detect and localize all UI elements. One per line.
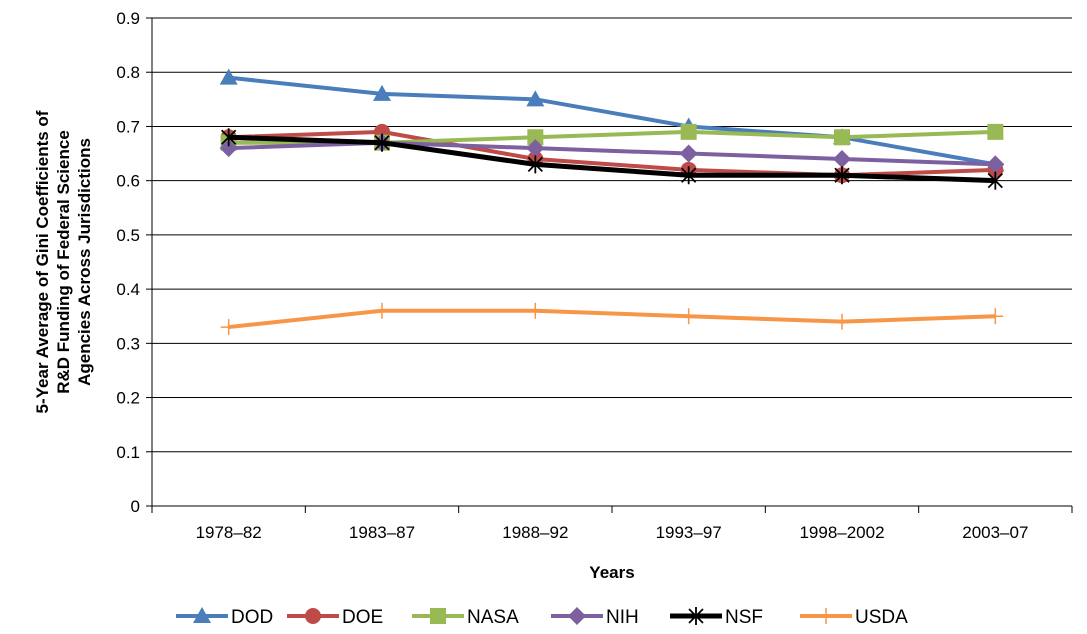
series-line xyxy=(228,134,996,184)
data-point xyxy=(221,128,237,147)
data-point xyxy=(527,155,543,174)
data-point xyxy=(679,144,698,163)
y-tick-label: 0.7 xyxy=(116,117,140,136)
data-point xyxy=(220,319,237,336)
gridlines xyxy=(152,17,1072,453)
data-point xyxy=(680,123,697,140)
legend: DOD DOE NASA NIH NSF USDA xyxy=(176,607,908,628)
y-tick-label: 0.8 xyxy=(116,63,140,82)
legend-label: DOE xyxy=(342,607,383,628)
y-tick-label: 0.1 xyxy=(116,443,140,462)
data-point xyxy=(373,84,391,101)
data-point xyxy=(833,149,851,168)
data-point xyxy=(526,90,545,107)
x-tick-label: 1998–2002 xyxy=(799,523,884,542)
legend-item-doe: DOE xyxy=(287,607,383,628)
data-point xyxy=(219,68,238,85)
y-axis-title: 5-Year Average of Gini Coefficients of R&… xyxy=(33,110,94,413)
data-point xyxy=(987,171,1003,190)
x-tick-label: 1983–87 xyxy=(349,523,415,542)
data-point xyxy=(430,608,446,624)
x-tick-label: 1993–97 xyxy=(656,523,722,542)
legend-item-nih: NIH xyxy=(551,607,639,628)
series-line xyxy=(228,75,996,167)
y-axis-title-line: Agencies Across Jurisdictions xyxy=(75,138,94,386)
y-tick-label: 0.3 xyxy=(116,334,140,353)
y-axis-title-line: R&D Funding of Federal Science xyxy=(54,130,73,394)
series-usda xyxy=(220,302,1004,336)
y-tick-label: 0.2 xyxy=(116,389,140,408)
y-tick-label: 0 xyxy=(131,497,140,516)
y-axis-title-line: 5-Year Average of Gini Coefficients of xyxy=(33,110,52,413)
series-layer xyxy=(219,68,1005,336)
data-point xyxy=(681,166,697,185)
x-tick-label: 1978–82 xyxy=(196,523,262,542)
x-tick-label: 1988–92 xyxy=(502,523,568,542)
data-point xyxy=(680,308,697,325)
data-point xyxy=(527,129,544,146)
data-point xyxy=(688,607,704,625)
series-line xyxy=(228,308,996,330)
legend-item-usda: USDA xyxy=(800,607,908,628)
data-point xyxy=(987,123,1004,140)
legend-item-dod: DOD xyxy=(176,607,273,628)
legend-label: DOD xyxy=(231,607,273,628)
legend-label: USDA xyxy=(855,607,908,628)
series-nsf xyxy=(221,128,1003,190)
data-point xyxy=(374,133,390,152)
legend-item-nasa: NASA xyxy=(412,607,519,628)
data-point xyxy=(193,607,211,623)
y-tick-label: 0.6 xyxy=(116,172,140,191)
x-axis-title: Years xyxy=(589,563,634,582)
legend-label: NIH xyxy=(606,607,639,628)
x-tick-label: 2003–07 xyxy=(962,523,1028,542)
data-point xyxy=(818,608,834,624)
series-dod xyxy=(219,68,1005,172)
data-point xyxy=(526,139,545,158)
x-axis-ticks: 1978–82 1983–87 1988–92 1993–97 1998–2002 200… xyxy=(151,506,1073,542)
data-point xyxy=(527,302,544,319)
data-point xyxy=(834,313,850,330)
y-tick-label: 0.9 xyxy=(116,9,140,28)
data-point xyxy=(834,166,850,185)
data-point xyxy=(834,129,850,146)
legend-label: NSF xyxy=(725,607,763,628)
data-point xyxy=(374,302,390,319)
legend-label: NASA xyxy=(467,607,519,628)
data-point xyxy=(305,608,321,624)
data-point xyxy=(568,607,586,625)
y-tick-label: 0.5 xyxy=(116,226,140,245)
y-axis-ticks: 0 0.1 0.2 0.3 0.4 0.5 0.6 0.7 0.8 0.9 xyxy=(116,9,152,516)
data-point xyxy=(987,308,1004,325)
data-point xyxy=(986,155,1005,174)
y-tick-label: 0.4 xyxy=(116,280,140,299)
axes xyxy=(151,18,1072,507)
legend-item-nsf: NSF xyxy=(670,607,763,628)
data-point xyxy=(219,139,238,158)
